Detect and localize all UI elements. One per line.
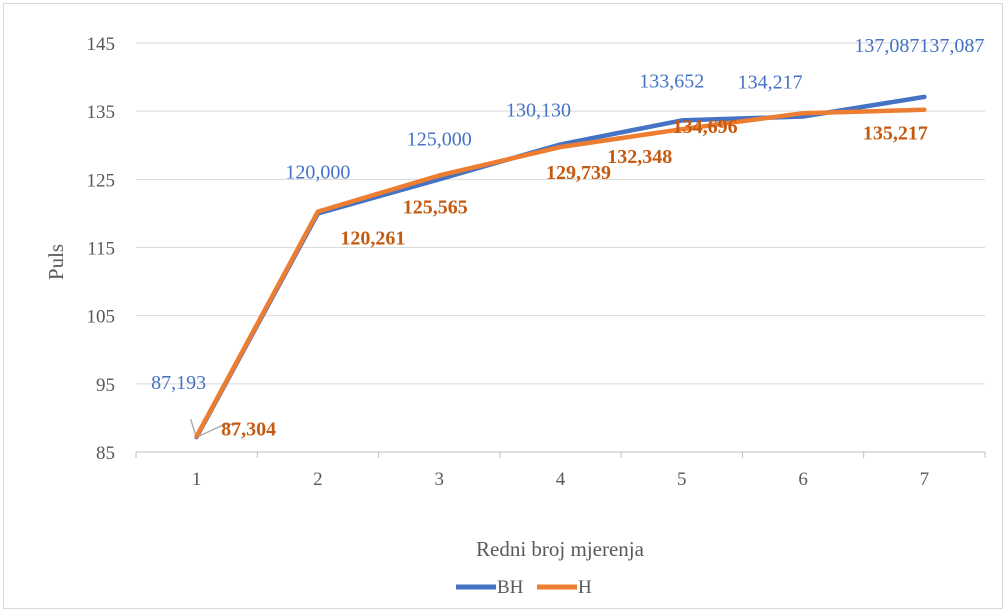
data-label-bh: 87,193 — [151, 372, 206, 394]
data-label-h: 129,739 — [546, 162, 611, 184]
chart-area — [3, 3, 1003, 609]
data-label-h: 125,565 — [403, 196, 468, 218]
data-label-h: 134,696 — [673, 116, 738, 138]
data-labels: 87,193 120,000 125,000 130,130 133,652 134,21… — [151, 35, 984, 440]
data-label-bh: 137,087137,087 — [854, 35, 984, 57]
data-label-bh: 125,000 — [407, 128, 472, 150]
leader-line-bh — [190, 418, 197, 436]
legend: BH H — [456, 577, 592, 598]
x-tick-label: 7 — [920, 469, 930, 490]
y-tick-label: 125 — [87, 170, 116, 191]
y-axis-title: Puls — [44, 244, 68, 280]
x-tick-label: 2 — [313, 469, 323, 490]
y-tick-label: 95 — [96, 375, 115, 396]
legend-label-h: H — [578, 577, 592, 598]
series-lines — [194, 94, 927, 440]
y-tick-label: 115 — [87, 239, 115, 260]
x-tick-label: 5 — [677, 469, 687, 490]
x-tick-label: 3 — [434, 469, 444, 490]
series-line-h — [194, 107, 927, 439]
y-tick-label: 145 — [87, 34, 116, 55]
data-label-h: 87,304 — [221, 418, 276, 440]
y-tick-label: 105 — [87, 307, 116, 328]
y-tick-label: 135 — [87, 102, 116, 123]
y-tick-label: 85 — [96, 443, 115, 464]
x-axis-title: Redni broj mjerenja — [476, 537, 645, 561]
x-axis-ticks: 1 2 3 4 5 6 7 — [135, 452, 986, 490]
data-label-h: 120,261 — [340, 228, 405, 250]
data-label-h: 132,348 — [607, 146, 672, 168]
label-leader-lines — [190, 418, 235, 437]
x-tick-label: 1 — [192, 469, 202, 490]
legend-label-bh: BH — [497, 577, 524, 598]
y-axis-ticks: 85 95 105 115 125 135 145 — [87, 34, 116, 464]
x-tick-label: 4 — [556, 469, 566, 490]
data-label-bh: 133,652 — [639, 70, 704, 92]
data-label-bh: 130,130 — [506, 99, 571, 121]
x-tick-label: 6 — [798, 469, 808, 490]
data-label-bh: 134,217 — [738, 72, 803, 94]
data-label-h: 135,217 — [863, 123, 928, 145]
data-label-bh: 120,000 — [285, 161, 350, 183]
leader-line-h — [198, 423, 235, 437]
